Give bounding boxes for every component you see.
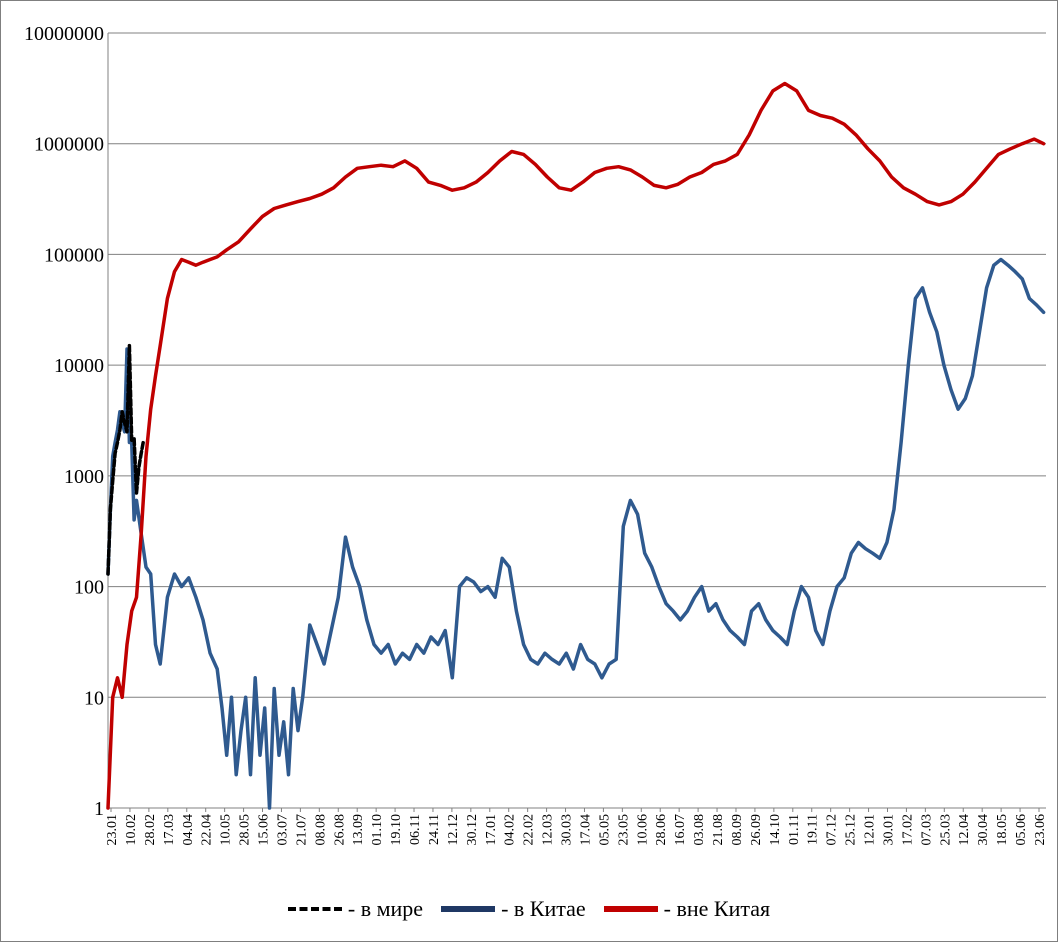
x-tick-label: 28.06 [654, 814, 669, 846]
series-line-china [106, 257, 1046, 810]
x-tick-label: 24.11 [427, 814, 442, 845]
x-tick-label: 21.07 [294, 814, 309, 846]
x-tick-label: 01.11 [787, 814, 802, 845]
x-tick-label: 30.03 [560, 814, 575, 846]
x-tick-label: 12.03 [541, 814, 556, 846]
x-tick-label: 26.09 [749, 814, 764, 846]
x-tick-label: 18.05 [995, 814, 1010, 846]
y-tick-label: 1000000 [34, 134, 104, 156]
series-line-outside-china [106, 81, 1046, 810]
x-tick-label: 13.09 [351, 814, 366, 846]
x-tick-label: 19.10 [389, 814, 404, 846]
x-tick-label: 23.06 [1033, 814, 1048, 846]
legend-item-world: - в мире [287, 896, 424, 922]
x-tick-label: 04.02 [503, 814, 518, 846]
legend-item-outside-china: - вне Китая [603, 896, 771, 922]
x-tick-label: 12.04 [957, 814, 972, 846]
x-tick-label: 04.04 [181, 814, 196, 846]
legend-label-china: - в Китае [501, 896, 586, 921]
y-tick-label: 10 [84, 687, 104, 709]
x-tick-label: 25.03 [938, 814, 953, 846]
x-tick-label: 26.08 [332, 814, 347, 846]
legend-swatch-outside-china [603, 906, 658, 912]
x-tick-label: 19.11 [806, 814, 821, 845]
y-tick-label: 1 [94, 798, 104, 820]
x-tick-label: 06.11 [408, 814, 423, 845]
x-tick-label: 08.08 [313, 814, 328, 846]
x-tick-label: 30.01 [881, 814, 896, 846]
x-tick-label: 22.04 [200, 814, 215, 846]
x-tick-label: 07.03 [919, 814, 934, 846]
x-tick-label: 12.12 [446, 814, 461, 846]
x-tick-label: 23.05 [616, 814, 631, 846]
y-tick-label: 10000000 [24, 23, 104, 45]
x-tick-label: 10.06 [635, 814, 650, 846]
x-tick-label: 05.06 [1014, 814, 1029, 846]
legend-swatch-china [441, 906, 496, 912]
x-tick-label: 28.05 [238, 814, 253, 846]
x-tick-label: 30.04 [976, 814, 991, 846]
series-line-world [106, 343, 146, 576]
x-tick-label: 25.12 [844, 814, 859, 846]
x-tick-label: 17.02 [900, 814, 915, 846]
x-tick-label: 10.02 [124, 814, 139, 846]
x-tick-label: 30.12 [465, 814, 480, 846]
x-tick-label: 17.01 [484, 814, 499, 846]
x-tick-label: 17.03 [162, 814, 177, 846]
legend-item-china: - в Китае [441, 896, 586, 922]
x-tick-label: 05.05 [597, 814, 612, 846]
x-tick-label: 22.02 [522, 814, 537, 846]
legend-swatch-world [287, 907, 342, 911]
legend: - в мире - в Китае - вне Китая [0, 892, 1058, 926]
x-tick-label: 16.07 [673, 814, 688, 846]
x-tick-label: 08.09 [730, 814, 745, 846]
y-tick-label: 100000 [44, 244, 104, 266]
x-tick-label: 10.05 [219, 814, 234, 846]
x-tick-label: 07.12 [825, 814, 840, 846]
x-tick-label: 17.04 [578, 814, 593, 846]
y-tick-label: 10000 [54, 355, 104, 377]
x-tick-label: 01.10 [370, 814, 385, 846]
x-tick-label: 23.01 [105, 814, 120, 846]
y-tick-label: 1000 [64, 466, 104, 488]
x-tick-label: 12.01 [863, 814, 878, 846]
x-tick-label: 15.06 [257, 814, 272, 846]
legend-label-world: - в мире [347, 896, 424, 921]
x-tick-label: 28.02 [143, 814, 158, 846]
x-tick-label: 03.07 [275, 814, 290, 846]
chart-canvas: 1 10 100 1000 10000 100000 1000000 10000000 23.0… [24, 23, 1048, 846]
y-tick-label: 100 [74, 577, 104, 599]
x-tick-label: 14.10 [768, 814, 783, 846]
x-tick-label: 03.08 [692, 814, 707, 846]
legend-label-outside-china: - вне Китая [663, 896, 771, 921]
x-tick-label: 21.08 [711, 814, 726, 846]
